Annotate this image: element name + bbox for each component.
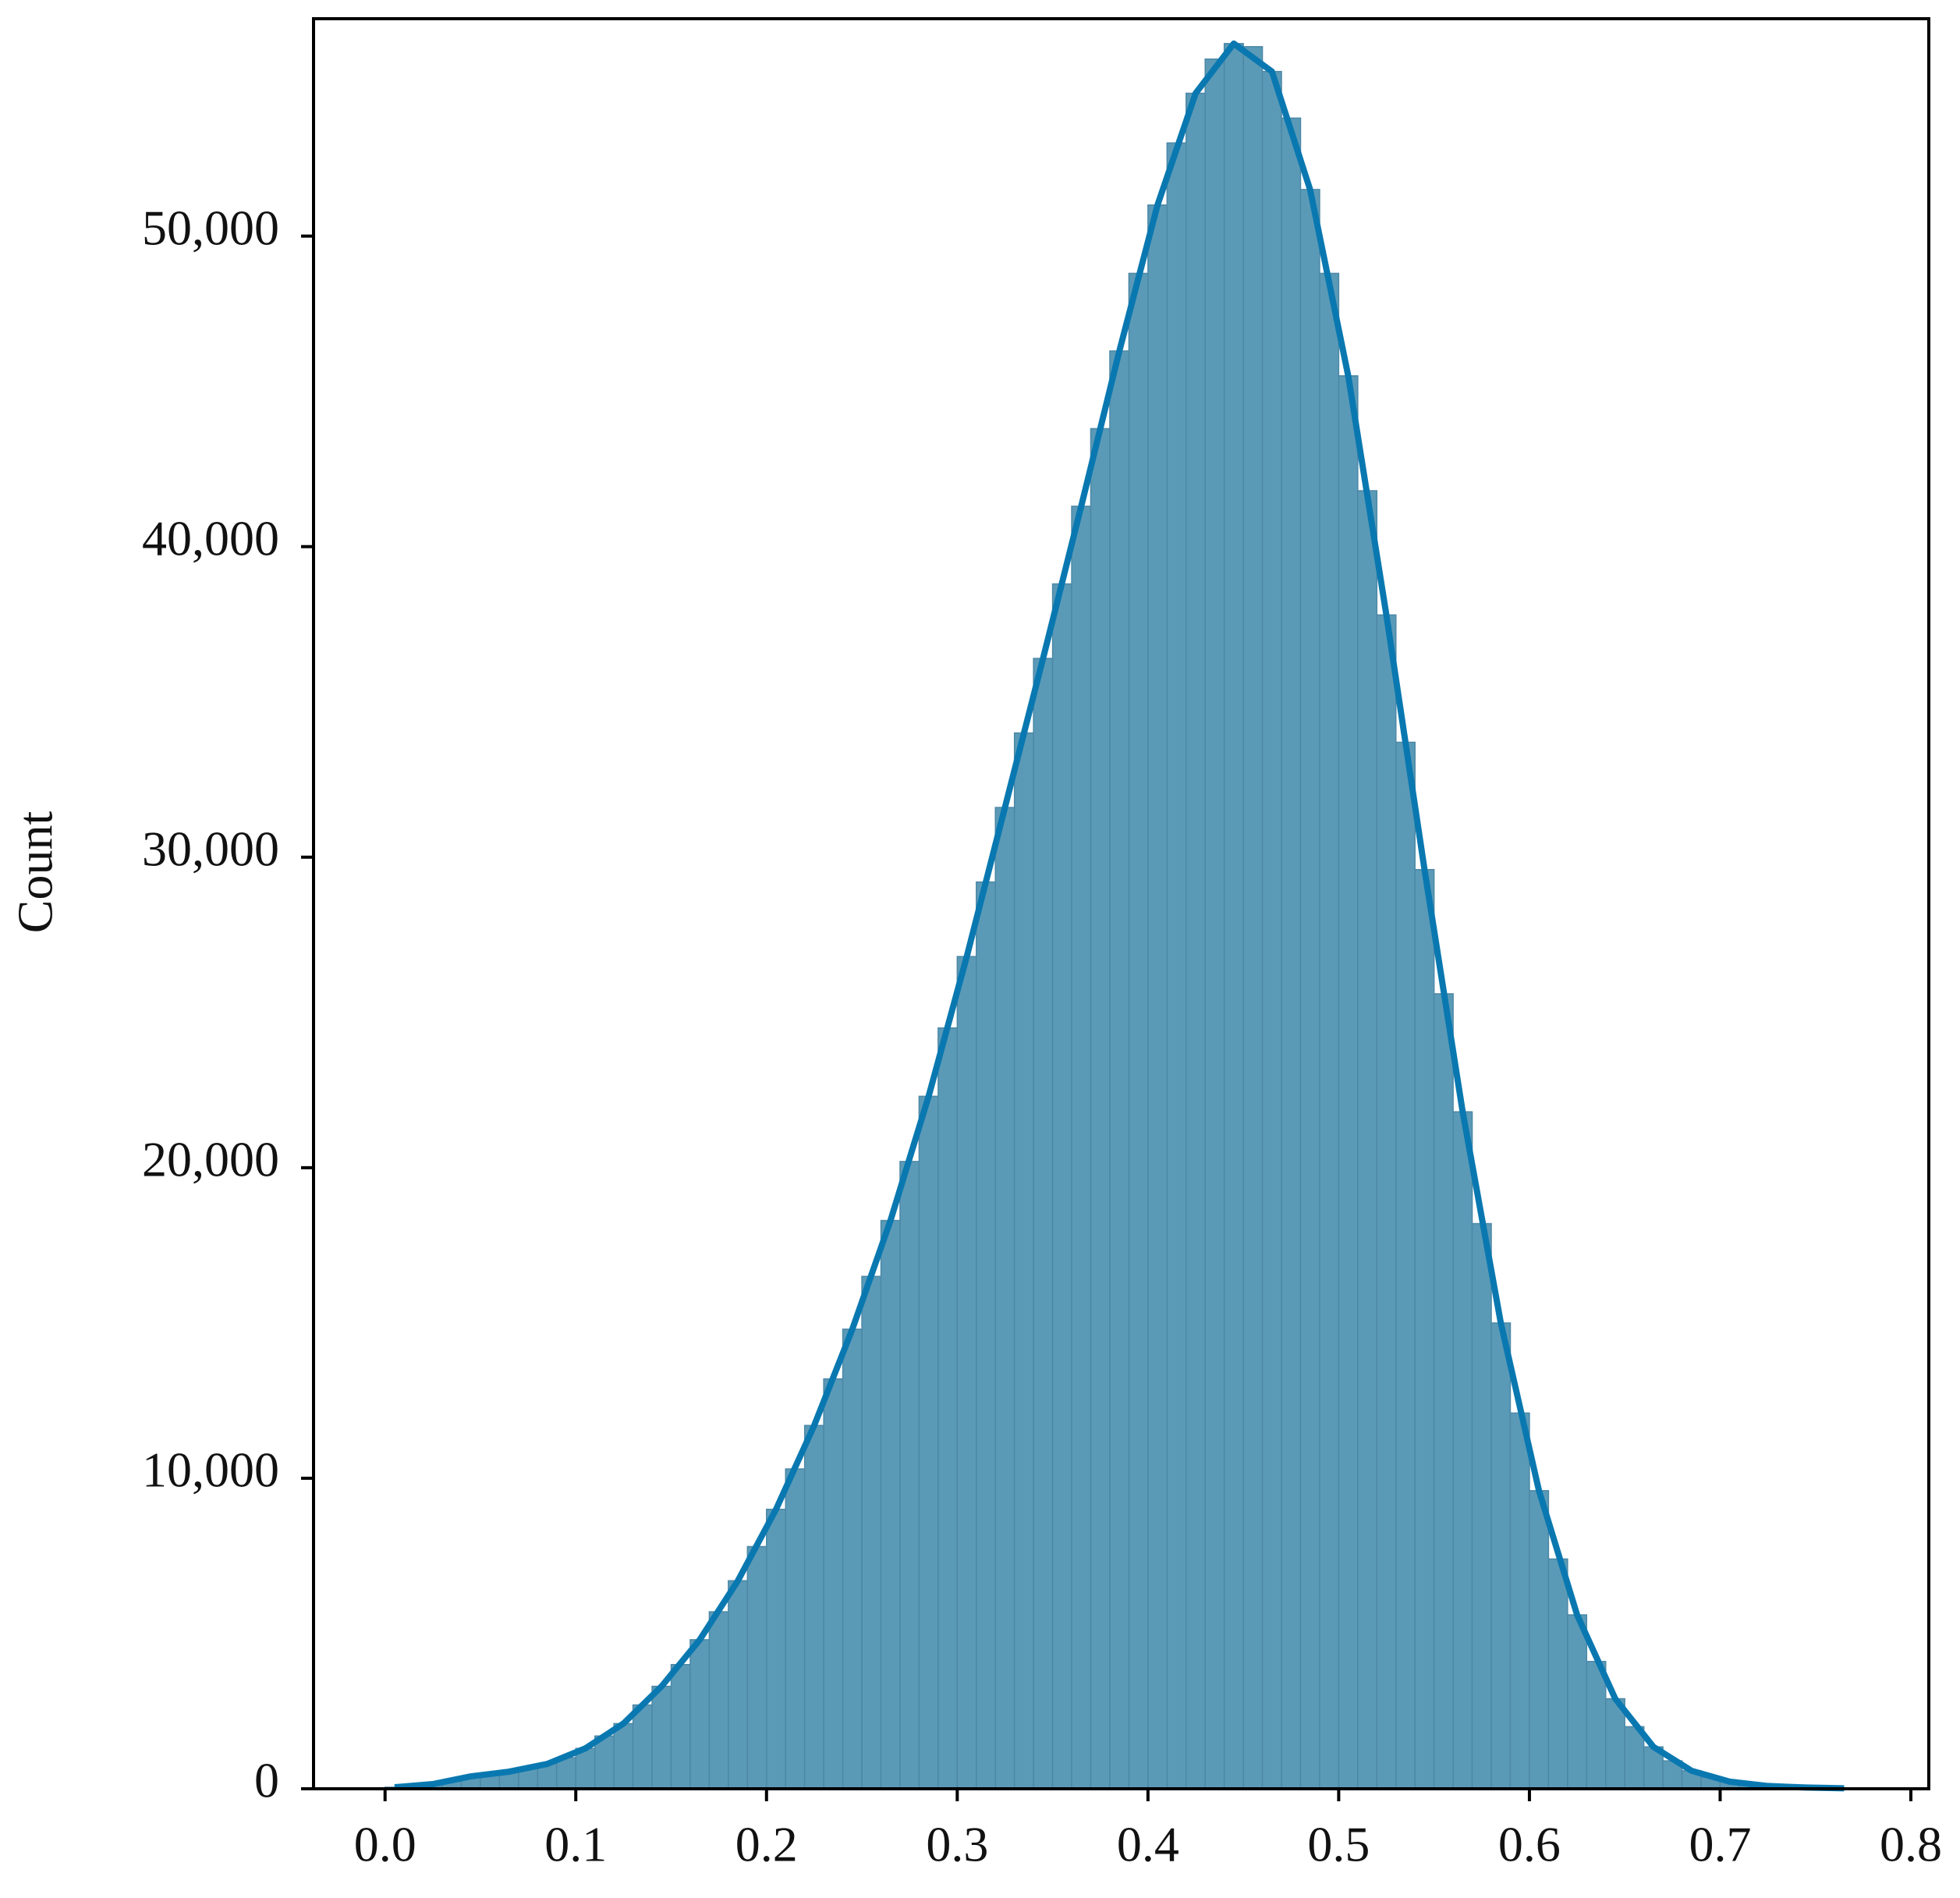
bar bbox=[1261, 70, 1282, 1790]
bar bbox=[1338, 375, 1359, 1790]
bar bbox=[651, 1685, 672, 1790]
bar bbox=[689, 1639, 711, 1790]
x-tick-label: 0.6 bbox=[1498, 1817, 1561, 1872]
bar bbox=[556, 1757, 576, 1790]
bar bbox=[880, 1219, 901, 1790]
bar bbox=[1414, 868, 1435, 1790]
bar bbox=[785, 1468, 806, 1790]
bar bbox=[708, 1611, 729, 1790]
bar bbox=[1186, 92, 1206, 1790]
bar bbox=[937, 1027, 959, 1790]
bar bbox=[1490, 1322, 1512, 1790]
bar bbox=[899, 1161, 920, 1790]
y-tick-label: 10,000 bbox=[142, 1442, 279, 1498]
bar bbox=[1452, 1111, 1473, 1790]
bar bbox=[1281, 117, 1302, 1790]
x-tick-label: 0.3 bbox=[926, 1817, 988, 1872]
y-tick-label: 0 bbox=[254, 1753, 279, 1808]
bar bbox=[746, 1545, 767, 1790]
bar bbox=[1051, 583, 1072, 1790]
bar bbox=[1109, 350, 1130, 1790]
bar bbox=[766, 1508, 786, 1790]
bar bbox=[1090, 427, 1111, 1790]
bar bbox=[1395, 741, 1416, 1790]
bar bbox=[956, 956, 977, 1790]
y-tick-label: 40,000 bbox=[142, 510, 279, 566]
bar bbox=[803, 1424, 824, 1790]
bar bbox=[1223, 43, 1244, 1790]
bar bbox=[1299, 189, 1320, 1790]
plot-frame bbox=[312, 17, 1930, 1790]
bar bbox=[1033, 658, 1054, 1790]
bar bbox=[575, 1747, 596, 1790]
y-axis-label: Count bbox=[8, 811, 63, 934]
bar bbox=[1319, 272, 1340, 1790]
bar bbox=[670, 1664, 691, 1790]
bar bbox=[1433, 993, 1454, 1790]
bar bbox=[1242, 46, 1264, 1790]
bar bbox=[632, 1704, 653, 1790]
x-tick-label: 0.4 bbox=[1117, 1817, 1179, 1872]
bar bbox=[728, 1580, 749, 1790]
bar bbox=[1605, 1698, 1625, 1790]
bar bbox=[1376, 614, 1397, 1790]
bar bbox=[994, 807, 1015, 1790]
bar bbox=[1471, 1222, 1492, 1790]
x-tick-label: 0.8 bbox=[1880, 1817, 1942, 1872]
x-tick-label: 0.5 bbox=[1307, 1817, 1370, 1872]
bar bbox=[1567, 1614, 1588, 1790]
bar bbox=[613, 1722, 634, 1790]
x-tick-label: 0.7 bbox=[1689, 1817, 1751, 1872]
x-tick-label: 0.2 bbox=[735, 1817, 798, 1872]
bar bbox=[1166, 142, 1187, 1790]
x-tick-label: 0.1 bbox=[544, 1817, 607, 1872]
bar bbox=[1147, 204, 1168, 1790]
kde-line bbox=[394, 40, 1845, 1792]
bar bbox=[1071, 506, 1092, 1790]
bar bbox=[1529, 1490, 1550, 1790]
y-tick-label: 20,000 bbox=[142, 1132, 279, 1187]
x-tick-label: 0.0 bbox=[354, 1817, 416, 1872]
bar bbox=[976, 881, 996, 1790]
bar bbox=[842, 1329, 863, 1790]
bar bbox=[1547, 1558, 1568, 1790]
bar bbox=[861, 1275, 882, 1790]
y-tick-label: 30,000 bbox=[142, 821, 279, 876]
bar bbox=[1509, 1412, 1530, 1790]
bar bbox=[1204, 58, 1225, 1790]
bar bbox=[918, 1095, 939, 1790]
bar bbox=[823, 1378, 844, 1790]
bar bbox=[1128, 272, 1149, 1790]
bar bbox=[594, 1735, 615, 1790]
y-tick-label: 50,000 bbox=[142, 200, 279, 255]
bar bbox=[1013, 732, 1034, 1790]
bar bbox=[1357, 490, 1378, 1790]
bar bbox=[1586, 1661, 1607, 1790]
